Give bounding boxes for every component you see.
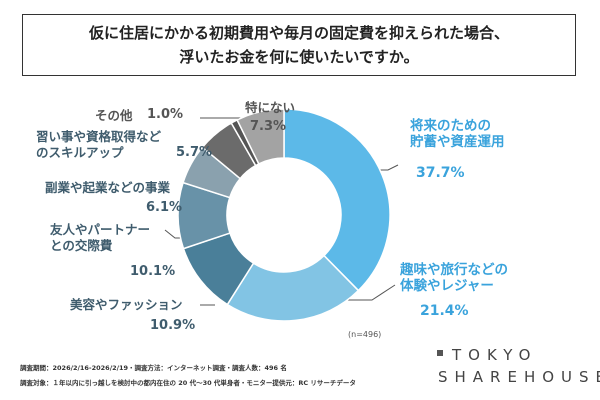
donut-slice: [283, 108, 391, 292]
category-label: 将来のための 貯蓄や資産運用: [410, 118, 505, 150]
category-label: その他: [95, 108, 133, 123]
donut-slice: [236, 108, 285, 165]
leader-line: [342, 284, 396, 301]
footnote: 調査期間：2026/2/16-2026/2/19・調査方法：インターネット調査・…: [20, 364, 287, 372]
category-label: 習い事や資格取得など のスキルアップ: [36, 129, 162, 160]
chart-title: 仮に住居にかかる初期費用や毎月の固定費を抑えられた場合、 浮いたお金を何に使いた…: [22, 14, 576, 76]
value-label: 37.7%: [416, 165, 465, 181]
category-label: 趣味や旅行などの 体験やレジャー: [400, 262, 508, 294]
sample-note: (n=496): [348, 330, 382, 339]
footnote: 調査対象：１年以内に引っ越しを検討中の都内在住の 20 代～30 代単身者・モニ…: [20, 379, 356, 387]
category-label: 美容やファッション: [70, 297, 183, 312]
value-label: 1.0%: [147, 107, 184, 122]
logo-mark: [437, 350, 443, 356]
category-label: 特にない: [245, 100, 296, 115]
value-label: 6.1%: [146, 200, 183, 215]
value-label: 7.3%: [250, 119, 287, 134]
category-label: 副業や起業などの事業: [45, 180, 171, 195]
value-label: 10.9%: [150, 318, 196, 333]
logo-text: TOKYO: [452, 346, 538, 364]
value-label: 21.4%: [420, 303, 469, 319]
value-label: 10.1%: [130, 264, 176, 279]
category-label: 友人やパートナー との交際費: [50, 222, 151, 253]
value-label: 5.7%: [176, 145, 213, 160]
logo-text: SHAREHOUSE: [438, 368, 600, 386]
